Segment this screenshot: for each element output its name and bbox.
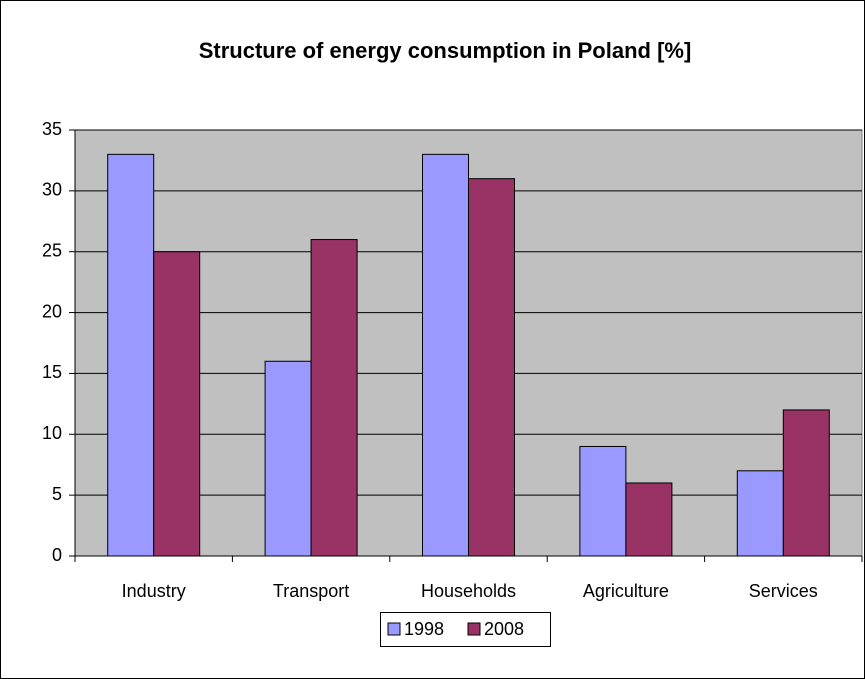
legend-label: 2008	[484, 619, 524, 639]
bar	[468, 178, 515, 557]
y-tick-label: 35	[42, 119, 62, 139]
bar	[625, 482, 673, 557]
x-tick-label: Agriculture	[583, 581, 669, 601]
bar	[153, 251, 201, 557]
y-tick-label: 10	[42, 423, 62, 443]
y-tick-label: 30	[42, 180, 62, 200]
x-tick-label: Services	[749, 581, 818, 601]
bar	[422, 153, 469, 557]
y-tick-label: 20	[42, 301, 62, 321]
bar	[736, 470, 784, 557]
bar	[782, 409, 830, 557]
y-tick-label: 0	[52, 545, 62, 565]
y-tick-label: 5	[52, 484, 62, 504]
x-tick-label: Transport	[273, 581, 349, 601]
legend-box	[380, 612, 551, 647]
legend-swatch	[387, 622, 401, 636]
legend-label: 1998	[404, 619, 444, 639]
chart-title: Structure of energy consumption in Polan…	[199, 38, 692, 63]
y-tick-label: 15	[42, 362, 62, 382]
bar	[579, 445, 627, 557]
bar	[310, 239, 358, 557]
bar	[264, 360, 312, 557]
x-tick-label: Industry	[122, 581, 186, 601]
y-tick-label: 25	[42, 240, 62, 260]
bar	[107, 153, 155, 557]
x-tick-label: Households	[421, 581, 516, 601]
legend-swatch	[467, 622, 481, 636]
